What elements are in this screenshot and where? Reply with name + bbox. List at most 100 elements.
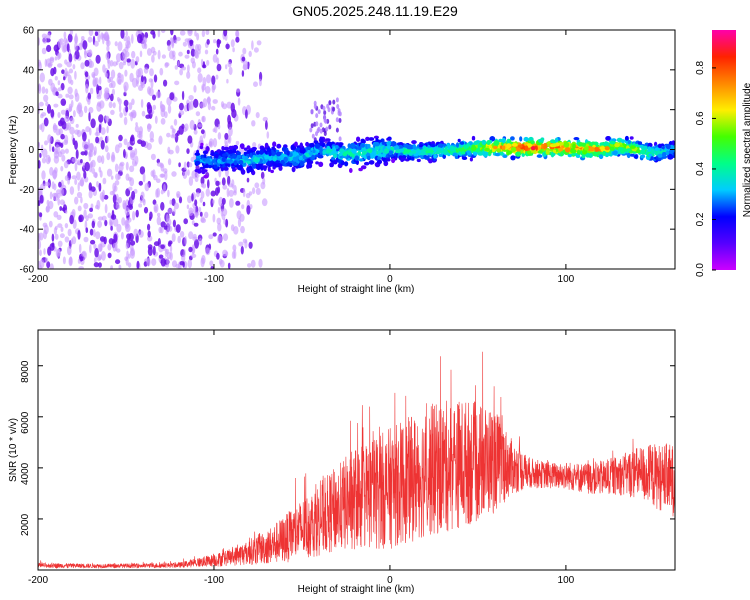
noise-speckle <box>151 54 155 63</box>
ridge-cell <box>418 144 424 148</box>
ridge-cell <box>510 136 515 141</box>
noise-speckle <box>147 230 151 238</box>
noise-speckle <box>46 32 51 40</box>
ridge-cell <box>526 150 532 154</box>
noise-speckle <box>245 192 251 199</box>
noise-speckle <box>176 193 180 199</box>
ridge-cell <box>233 160 238 166</box>
ridge-cell <box>558 142 565 146</box>
noise-speckle <box>200 191 205 199</box>
y-tick-label: 0 <box>28 145 34 156</box>
ridge-cell <box>598 154 604 160</box>
noise-speckle <box>201 30 206 38</box>
noise-speckle <box>69 214 74 225</box>
noise-speckle <box>217 206 221 214</box>
ridge-cell <box>481 139 487 145</box>
noise-speckle <box>59 187 64 197</box>
ridge-cell <box>482 151 489 157</box>
ridge-cell <box>626 152 631 159</box>
noise-speckle <box>91 167 96 174</box>
noise-speckle <box>146 257 151 267</box>
noise-speckle <box>222 249 228 257</box>
ridge-cell <box>367 148 373 154</box>
ridge-cell <box>197 168 202 174</box>
ridge-cell <box>552 149 557 153</box>
ridge-cell <box>367 144 371 149</box>
noise-speckle <box>123 85 127 94</box>
noise-speckle <box>227 61 232 68</box>
noise-speckle <box>44 58 48 68</box>
ridge-cell <box>416 158 421 163</box>
ridge-cell <box>637 141 643 145</box>
ridge-cell <box>270 169 274 174</box>
noise-speckle <box>112 194 117 204</box>
noise-speckle <box>50 82 56 93</box>
ridge-cell <box>416 150 422 154</box>
noise-speckle <box>64 148 69 154</box>
noise-speckle <box>110 69 116 79</box>
noise-speckle <box>150 153 156 161</box>
ridge-cell <box>221 146 225 151</box>
ridge-cell <box>560 151 564 157</box>
noise-speckle <box>93 150 96 157</box>
ridge-cell <box>272 156 278 162</box>
noise-speckle <box>214 125 218 134</box>
noise-speckle <box>48 200 54 210</box>
noise-speckle <box>109 60 114 67</box>
noise-speckle <box>44 181 50 187</box>
ridge-cell <box>271 146 276 151</box>
ridge-cell <box>466 142 470 147</box>
ridge-cell <box>333 153 337 159</box>
noise-speckle <box>65 209 68 214</box>
ridge-cell <box>240 144 245 150</box>
noise-speckle <box>47 134 52 144</box>
noise-speckle <box>175 224 181 233</box>
noise-speckle <box>80 159 83 164</box>
ridge-cell <box>223 166 229 171</box>
noise-speckle <box>241 56 246 62</box>
noise-speckle <box>103 194 109 200</box>
noise-speckle <box>74 162 78 172</box>
noise-speckle <box>212 213 216 223</box>
ridge-cell <box>510 155 516 161</box>
noise-speckle <box>78 215 82 223</box>
noise-speckle <box>77 258 81 265</box>
noise-speckle <box>81 36 85 41</box>
noise-speckle <box>100 140 105 150</box>
noise-speckle <box>138 230 144 238</box>
noise-speckle <box>178 102 184 111</box>
noise-speckle <box>61 154 66 162</box>
ridge-cell <box>374 145 380 151</box>
noise-speckle <box>121 217 126 226</box>
noise-speckle <box>256 40 262 46</box>
noise-speckle <box>231 250 236 259</box>
noise-speckle <box>159 173 165 178</box>
ridge-cell <box>309 142 315 148</box>
noise-speckle <box>163 79 168 87</box>
noise-speckle <box>75 149 79 159</box>
noise-speckle <box>118 61 124 70</box>
ridge-cell <box>433 154 437 159</box>
bottom-x-axis-label: Height of straight line (km) <box>298 584 415 595</box>
noise-speckle <box>102 64 106 73</box>
burst-speckle <box>316 128 320 134</box>
ridge-cell <box>506 143 512 149</box>
noise-speckle <box>248 241 253 249</box>
noise-speckle <box>262 116 268 122</box>
ridge-cell <box>670 144 674 150</box>
noise-speckle <box>138 180 143 186</box>
noise-speckle <box>83 209 87 219</box>
noise-speckle <box>119 112 123 118</box>
noise-speckle <box>232 47 235 53</box>
noise-speckle <box>95 136 100 144</box>
noise-speckle <box>76 191 83 199</box>
ridge-cell <box>199 145 204 150</box>
noise-speckle <box>107 57 110 64</box>
noise-speckle <box>166 132 171 138</box>
noise-speckle <box>85 83 89 94</box>
noise-speckle <box>116 223 122 233</box>
snr-axes: -200 -100 0 100 2000 4000 6000 8000 <box>20 330 675 586</box>
noise-speckle <box>104 203 108 214</box>
